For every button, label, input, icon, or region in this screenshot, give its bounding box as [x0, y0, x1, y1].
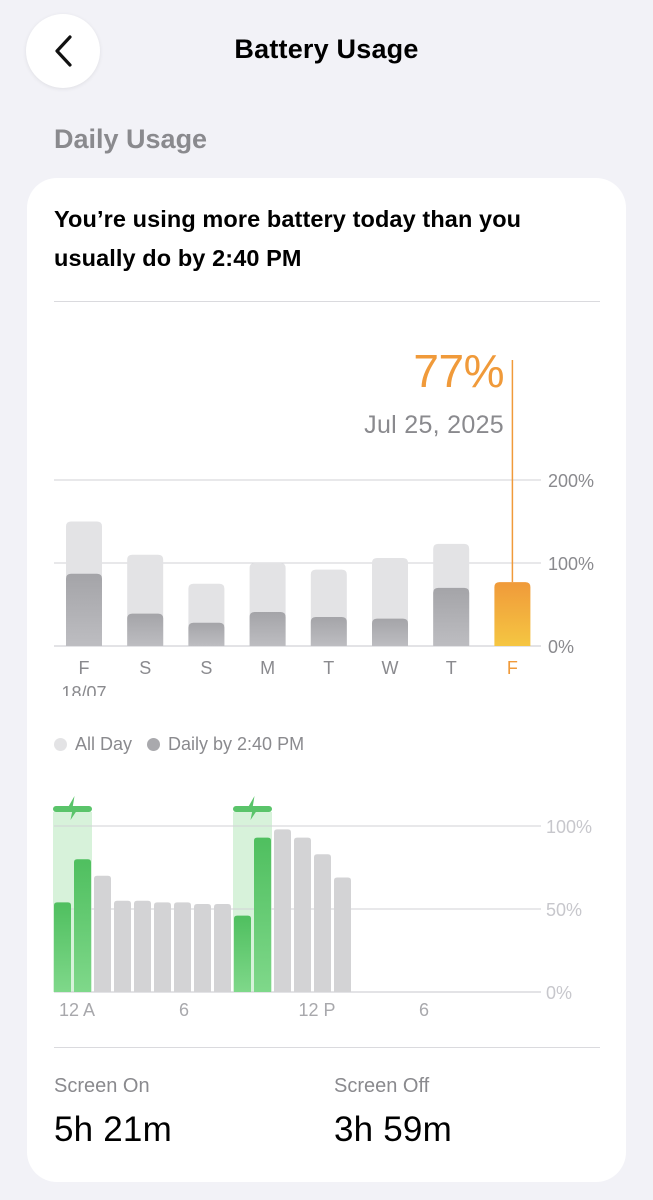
screen-on-value: 5h 21m — [54, 1110, 172, 1149]
x-tick-label: 6 — [179, 1000, 189, 1020]
hourly-bar — [134, 900, 151, 992]
page-title: Battery Usage — [234, 34, 419, 64]
hourly-bar — [94, 875, 111, 992]
hourly-bar — [194, 904, 211, 992]
bar-daily — [66, 573, 102, 646]
hourly-bar — [274, 829, 291, 992]
screen-on-label: Screen On — [54, 1075, 150, 1097]
legend-label-all-day: All Day — [75, 734, 133, 754]
x-tick-label: F — [79, 658, 90, 678]
bar-daily — [372, 618, 408, 646]
screen-off-value: 3h 59m — [334, 1110, 452, 1149]
hourly-bar — [214, 904, 231, 992]
x-tick-label: 12 A — [59, 1000, 95, 1020]
daily-usage-chart[interactable]: 200% 100% 0% F 18/07 S S M T W T F — [27, 356, 626, 696]
x-tick-label: 12 P — [298, 1000, 335, 1020]
x-tick-label: S — [200, 658, 212, 678]
legend-dot-daily — [147, 738, 161, 751]
screen-off-stat: Screen Off 3h 59m — [334, 1075, 452, 1150]
screen-off-label: Screen Off — [334, 1075, 430, 1097]
x-tick-label: M — [260, 658, 275, 678]
hourly-bar — [294, 837, 311, 992]
bar-selected — [494, 582, 531, 646]
bar-daily — [310, 616, 347, 646]
hourly-bar — [334, 877, 351, 992]
charging-bolt-icon — [246, 796, 259, 820]
x-tick-label: 6 — [419, 1000, 429, 1020]
bar-daily — [127, 613, 164, 646]
chart-legend: All Day Daily by 2:40 PM — [54, 734, 319, 755]
usage-insight-message: You’re using more battery today than you… — [54, 206, 522, 271]
hourly-bar — [74, 859, 91, 992]
bar-daily — [433, 587, 470, 646]
y-tick-label: 100% — [546, 817, 592, 837]
charging-bolt-icon — [66, 796, 79, 820]
chevron-left-icon — [55, 35, 72, 67]
legend-label-daily: Daily by 2:40 PM — [168, 734, 305, 754]
hourly-bar — [254, 837, 271, 992]
hourly-usage-chart[interactable]: 100% 50% 0% 12 A 6 12 P 6 — [27, 786, 626, 1036]
y-tick-label: 100% — [548, 554, 594, 574]
x-tick-label: T — [446, 658, 457, 678]
x-tick-label: W — [382, 658, 399, 678]
hourly-bar — [314, 854, 331, 992]
hourly-bar — [114, 900, 131, 992]
hourly-bar — [234, 915, 251, 992]
back-button[interactable] — [26, 14, 100, 88]
bar-daily — [188, 622, 225, 646]
legend-item-all-day: All Day — [54, 734, 132, 755]
x-sublabel: 18/07 — [61, 683, 106, 696]
x-tick-label: S — [139, 658, 151, 678]
y-tick-label: 0% — [548, 637, 574, 657]
x-tick-label: T — [323, 658, 334, 678]
divider — [54, 1047, 600, 1048]
y-tick-label: 200% — [548, 471, 594, 491]
hourly-bar — [174, 902, 191, 992]
daily-usage-card: You’re using more battery today than you… — [27, 178, 626, 1182]
x-tick-label: F — [507, 658, 518, 678]
legend-item-daily: Daily by 2:40 PM — [147, 734, 304, 755]
y-tick-label: 0% — [546, 983, 572, 1003]
section-title: Daily Usage — [54, 124, 208, 154]
bar-daily — [249, 611, 286, 646]
screen-on-stat: Screen On 5h 21m — [54, 1075, 172, 1150]
y-tick-label: 50% — [546, 900, 582, 920]
hourly-bar — [154, 902, 171, 992]
hourly-bar — [54, 902, 71, 992]
selected-day-date: Jul 25, 2025 — [364, 411, 504, 439]
divider — [54, 301, 600, 302]
legend-dot-all-day — [54, 738, 67, 751]
selected-day-value: 77% — [413, 345, 504, 397]
